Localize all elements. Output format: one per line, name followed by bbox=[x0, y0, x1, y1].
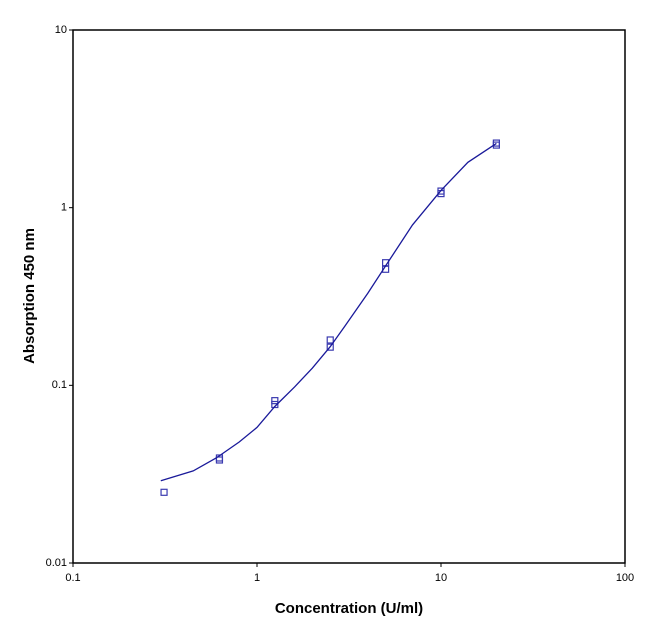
data-point bbox=[326, 343, 334, 351]
y-axis-title: Absorption 450 nm bbox=[21, 228, 38, 364]
y-tick-label: 0.1 bbox=[52, 379, 67, 391]
y-tick-label: 10 bbox=[55, 24, 67, 36]
data-point bbox=[271, 397, 279, 405]
data-point bbox=[271, 400, 279, 409]
x-tick-label: 0.1 bbox=[65, 572, 80, 584]
data-point bbox=[160, 488, 168, 496]
y-tick-label: 0.01 bbox=[46, 557, 67, 569]
x-tick-label: 10 bbox=[435, 572, 447, 584]
x-tick-label: 100 bbox=[616, 572, 634, 584]
x-axis-title: Concentration (U/ml) bbox=[275, 600, 423, 617]
plot-frame bbox=[72, 29, 626, 564]
data-point bbox=[326, 336, 334, 344]
y-tick-label: 1 bbox=[61, 202, 67, 214]
data-point bbox=[215, 456, 224, 464]
x-tick-label: 1 bbox=[254, 572, 260, 584]
fit-curve bbox=[160, 142, 497, 482]
